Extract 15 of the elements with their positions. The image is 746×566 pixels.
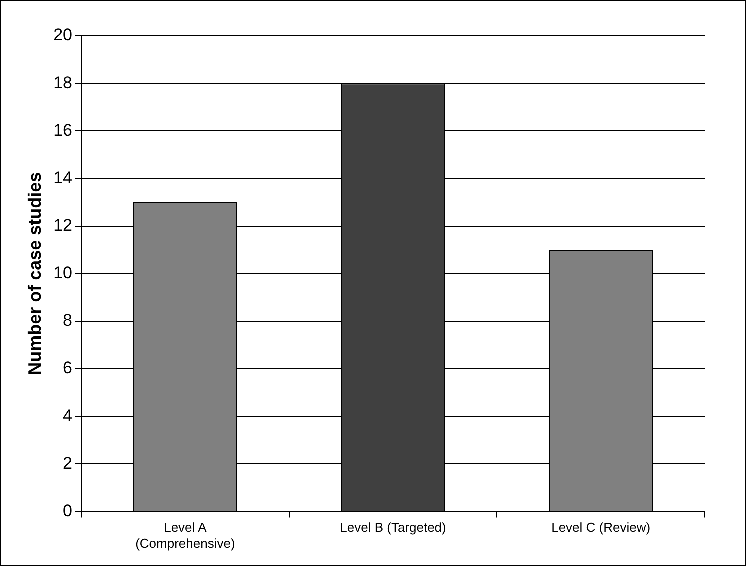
- y-tick-label: 10: [54, 264, 73, 283]
- y-tick-label: 14: [54, 168, 73, 188]
- y-tick-label: 6: [63, 358, 73, 378]
- y-tick-label: 18: [54, 73, 73, 92]
- y-axis-title: Number of case studies: [24, 172, 45, 376]
- x-tick-label: Level B (Targeted): [340, 520, 446, 536]
- y-tick-label: 4: [63, 406, 73, 426]
- x-tick-label: Level C (Review): [552, 520, 651, 536]
- y-tick-label: 20: [54, 26, 73, 45]
- x-tick-label: Level A (Comprehensive): [136, 520, 236, 551]
- y-tick-label: 2: [63, 454, 73, 473]
- y-tick-label: 0: [63, 501, 73, 520]
- y-tick-label: 16: [54, 120, 73, 140]
- y-tick-label: 12: [54, 216, 73, 236]
- y-tick-label: 8: [63, 311, 73, 330]
